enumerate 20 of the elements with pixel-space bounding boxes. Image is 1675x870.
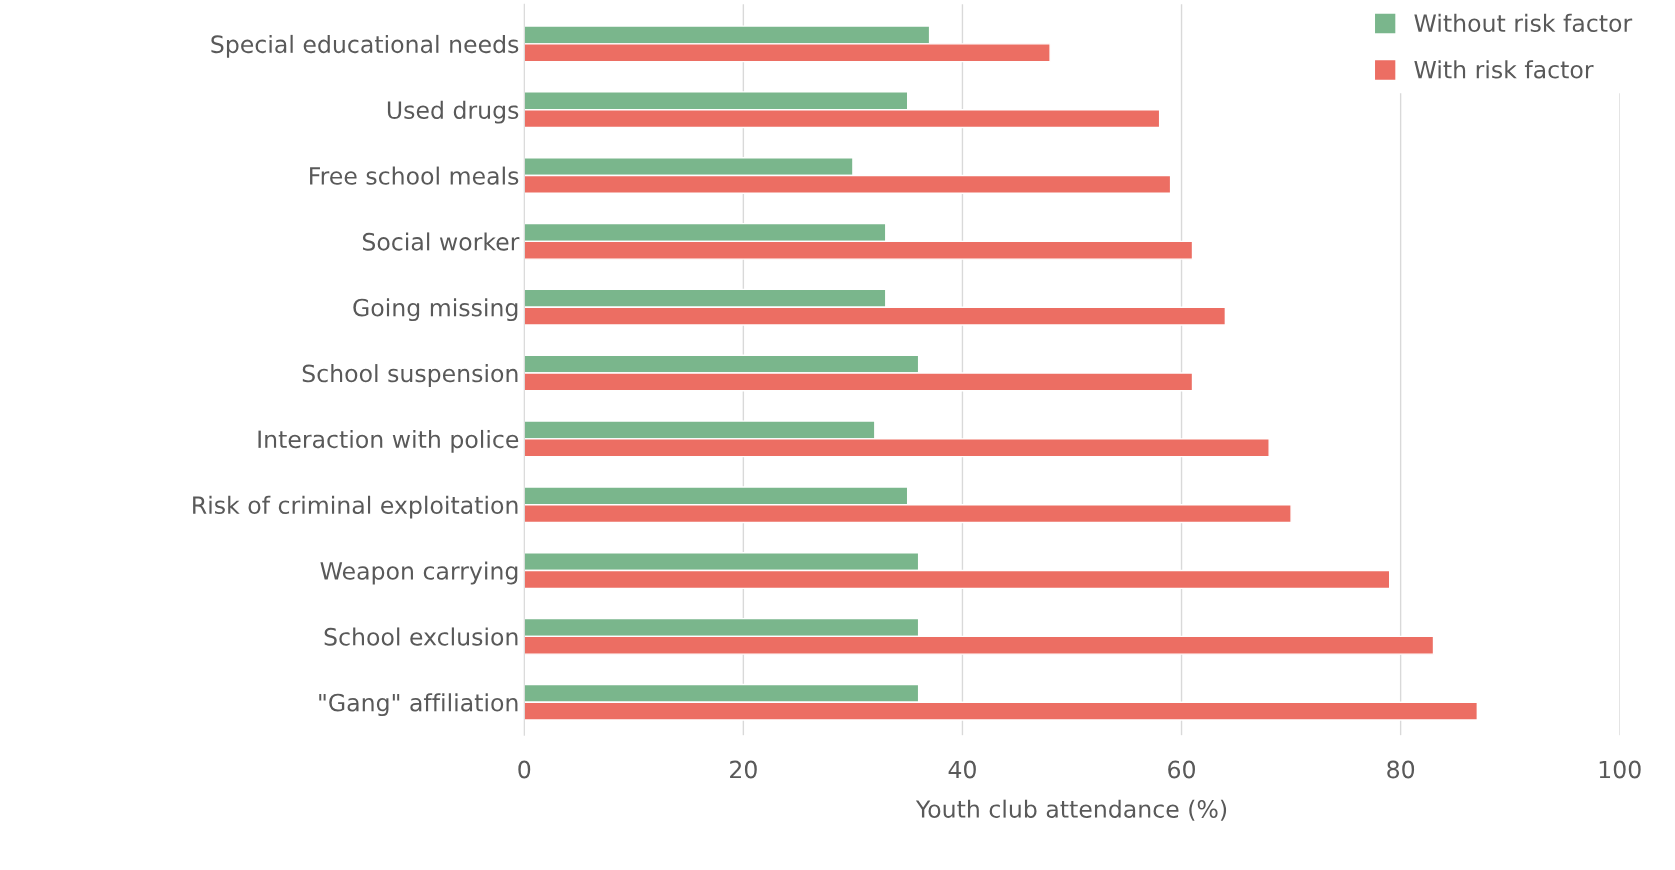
y-tick-label: Interaction with police	[258, 429, 519, 453]
x-tick-label: 100	[1599, 760, 1641, 779]
legend-label: With risk factor	[1414, 60, 1594, 79]
legend-label: Without risk factor	[1414, 13, 1633, 33]
x-tick-label: 20	[730, 760, 757, 779]
y-tick-label: Special educational needs	[211, 34, 519, 58]
y-tick-label: Going missing	[353, 298, 518, 322]
x-tick-label: 60	[1168, 760, 1195, 779]
x-tick-label: 40	[948, 760, 976, 779]
y-tick-label: Weapon carrying	[320, 561, 518, 585]
y-tick-label: Free school meals	[310, 166, 519, 185]
x-tick-label: 80	[1387, 760, 1415, 779]
y-tick-label: School exclusion	[324, 627, 518, 646]
x-axis-title: Youth club attendance (%)	[915, 799, 1227, 821]
y-tick-label: Risk of criminal exploitation	[193, 495, 518, 519]
y-tick-label: "Gang" affiliation	[319, 693, 518, 717]
y-tick-label: Used drugs	[387, 100, 519, 124]
y-tick-label: School suspension	[302, 364, 518, 387]
x-tick-label: 0	[518, 760, 531, 779]
y-tick-label: Social worker	[362, 232, 520, 251]
